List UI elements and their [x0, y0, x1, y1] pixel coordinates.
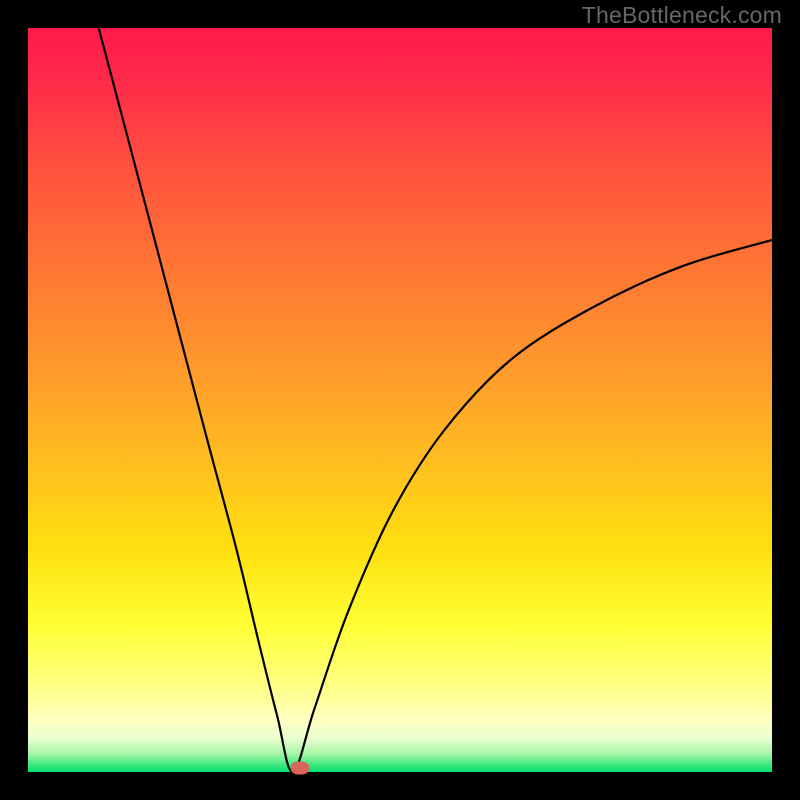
bottleneck-chart [28, 28, 772, 772]
bottleneck-curve [28, 28, 772, 772]
watermark-text: TheBottleneck.com [582, 2, 782, 29]
optimal-point-marker [291, 761, 309, 774]
